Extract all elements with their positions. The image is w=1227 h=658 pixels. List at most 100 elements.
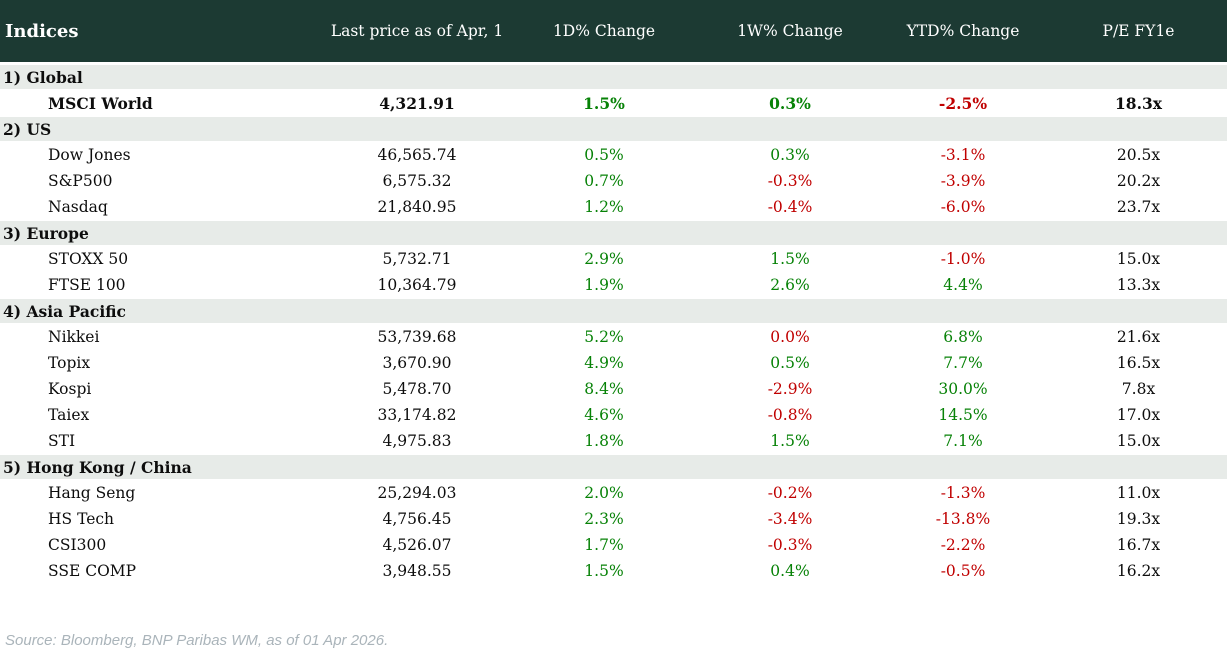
1d-change-cell: 8.4%: [584, 380, 624, 398]
1w-change-cell: 0.4%: [770, 562, 810, 580]
pe-cell: 21.6x: [1116, 328, 1161, 346]
table-row: Dow Jones 46,565.74 0.5% 0.3% -3.1% 20.5x: [0, 142, 1227, 168]
index-name-cell: Nasdaq: [48, 198, 108, 216]
ytd-change-cell: 7.7%: [943, 354, 983, 372]
ytd-change-cell: -2.2%: [940, 536, 986, 554]
last-price-cell: 5,478.70: [382, 380, 452, 398]
pe-cell: 16.5x: [1116, 354, 1161, 372]
last-price-cell: 4,321.91: [379, 93, 455, 113]
index-name-cell: Hang Seng: [48, 484, 136, 502]
table-row: FTSE 100 10,364.79 1.9% 2.6% 4.4% 13.3x: [0, 272, 1227, 298]
1d-change-cell: 4.9%: [584, 354, 624, 372]
1w-change-cell: 0.5%: [770, 354, 810, 372]
pe-cell: 18.3x: [1115, 93, 1162, 113]
index-name-cell: FTSE 100: [48, 276, 126, 294]
index-name-cell: Nikkei: [48, 328, 100, 346]
table-row: HS Tech 4,756.45 2.3% -3.4% -13.8% 19.3x: [0, 506, 1227, 532]
1w-change-cell: -2.9%: [767, 380, 813, 398]
table-header-row: Indices Last price as of Apr, 1 1D% Chan…: [0, 0, 1227, 62]
index-name-cell: Topix: [48, 354, 91, 372]
last-price-cell: 10,364.79: [377, 276, 457, 294]
1d-change-cell: 0.5%: [584, 146, 624, 164]
index-name-cell: STI: [48, 432, 76, 450]
pe-cell: 15.0x: [1116, 432, 1161, 450]
index-name-cell: Taiex: [48, 406, 90, 424]
1w-change-cell: -0.2%: [767, 484, 813, 502]
ytd-change-cell: 14.5%: [938, 406, 988, 424]
index-name-cell: STOXX 50: [48, 250, 129, 268]
pe-cell: 16.2x: [1116, 562, 1161, 580]
last-price-cell: 33,174.82: [377, 406, 457, 424]
index-name-cell: S&P500: [48, 172, 113, 190]
pe-cell: 16.7x: [1116, 536, 1161, 554]
1d-change-cell: 2.9%: [584, 250, 624, 268]
section-header: 5) Hong Kong / China: [0, 454, 1227, 480]
1w-change-cell: -0.3%: [767, 536, 813, 554]
1w-change-cell: 0.3%: [770, 146, 810, 164]
table-row: Nasdaq 21,840.95 1.2% -0.4% -6.0% 23.7x: [0, 194, 1227, 220]
column-header-last-price: Last price as of Apr, 1: [330, 22, 504, 40]
1d-change-cell: 2.0%: [584, 484, 624, 502]
1d-change-cell: 2.3%: [584, 510, 624, 528]
pe-cell: 15.0x: [1116, 250, 1161, 268]
page-title: Indices: [5, 20, 79, 42]
pe-cell: 13.3x: [1116, 276, 1161, 294]
1d-change-cell: 4.6%: [584, 406, 624, 424]
1w-change-cell: -3.4%: [767, 510, 813, 528]
table-row: CSI300 4,526.07 1.7% -0.3% -2.2% 16.7x: [0, 532, 1227, 558]
last-price-cell: 3,948.55: [382, 562, 452, 580]
column-header-1d-change: 1D% Change: [552, 22, 656, 40]
table-row: Nikkei 53,739.68 5.2% 0.0% 6.8% 21.6x: [0, 324, 1227, 350]
table-row: MSCI World 4,321.91 1.5% 0.3% -2.5% 18.3x: [0, 90, 1227, 116]
1w-change-cell: -0.8%: [767, 406, 813, 424]
ytd-change-cell: -3.1%: [940, 146, 986, 164]
pe-cell: 17.0x: [1116, 406, 1161, 424]
ytd-change-cell: 30.0%: [938, 380, 988, 398]
ytd-change-cell: 6.8%: [943, 328, 983, 346]
table-row: STOXX 50 5,732.71 2.9% 1.5% -1.0% 15.0x: [0, 246, 1227, 272]
pe-cell: 7.8x: [1121, 380, 1156, 398]
1w-change-cell: -0.3%: [767, 172, 813, 190]
1d-change-cell: 1.5%: [584, 562, 624, 580]
table-row: Kospi 5,478.70 8.4% -2.9% 30.0% 7.8x: [0, 376, 1227, 402]
last-price-cell: 25,294.03: [377, 484, 457, 502]
1d-change-cell: 0.7%: [584, 172, 624, 190]
1w-change-cell: 1.5%: [770, 432, 810, 450]
table-row: SSE COMP 3,948.55 1.5% 0.4% -0.5% 16.2x: [0, 558, 1227, 584]
pe-cell: 23.7x: [1116, 198, 1161, 216]
section-header: 1) Global: [0, 64, 1227, 90]
table-row: Hang Seng 25,294.03 2.0% -0.2% -1.3% 11.0x: [0, 480, 1227, 506]
table-row: STI 4,975.83 1.8% 1.5% 7.1% 15.0x: [0, 428, 1227, 454]
column-header-pe: P/E FY1e: [1102, 22, 1175, 40]
ytd-change-cell: 7.1%: [943, 432, 983, 450]
ytd-change-cell: -1.3%: [940, 484, 986, 502]
1d-change-cell: 1.5%: [583, 93, 625, 113]
index-name-cell: Kospi: [48, 380, 92, 398]
column-header-1w-change: 1W% Change: [737, 22, 843, 40]
indices-table: Indices Last price as of Apr, 1 1D% Chan…: [0, 0, 1227, 584]
ytd-change-cell: -3.9%: [940, 172, 986, 190]
pe-cell: 11.0x: [1116, 484, 1161, 502]
section-header: 4) Asia Pacific: [0, 298, 1227, 324]
last-price-cell: 53,739.68: [377, 328, 457, 346]
1w-change-cell: 1.5%: [770, 250, 810, 268]
1d-change-cell: 1.8%: [584, 432, 624, 450]
pe-cell: 19.3x: [1116, 510, 1161, 528]
section-header: 3) Europe: [0, 220, 1227, 246]
ytd-change-cell: 4.4%: [943, 276, 983, 294]
last-price-cell: 4,756.45: [382, 510, 452, 528]
table-row: Topix 3,670.90 4.9% 0.5% 7.7% 16.5x: [0, 350, 1227, 376]
1d-change-cell: 1.9%: [584, 276, 624, 294]
column-header-ytd-change: YTD% Change: [906, 22, 1020, 40]
index-name-cell: Dow Jones: [48, 146, 131, 164]
last-price-cell: 4,975.83: [382, 432, 452, 450]
ytd-change-cell: -2.5%: [938, 93, 988, 113]
ytd-change-cell: -0.5%: [940, 562, 986, 580]
index-name-cell: CSI300: [48, 536, 107, 554]
table-row: S&P500 6,575.32 0.7% -0.3% -3.9% 20.2x: [0, 168, 1227, 194]
last-price-cell: 5,732.71: [382, 250, 452, 268]
ytd-change-cell: -1.0%: [940, 250, 986, 268]
1d-change-cell: 1.2%: [584, 198, 624, 216]
1w-change-cell: 0.3%: [769, 93, 811, 113]
table-body: 1) Global MSCI World 4,321.91 1.5% 0.3% -2.5%…: [0, 62, 1227, 584]
